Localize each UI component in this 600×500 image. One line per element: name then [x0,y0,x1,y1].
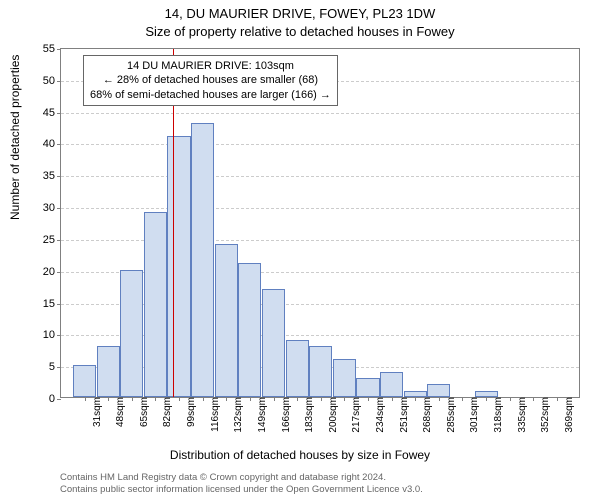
footer-attribution: Contains HM Land Registry data © Crown c… [60,472,580,496]
y-tick-mark [57,113,61,114]
histogram-bar [333,359,356,397]
x-tick-mark [203,397,204,401]
x-tick-label: 301sqm [465,397,480,433]
histogram-bar [97,346,120,397]
gridline [61,208,579,209]
x-tick-label: 369sqm [560,397,575,433]
x-tick-mark [510,397,511,401]
chart-container: 14, DU MAURIER DRIVE, FOWEY, PL23 1DW Si… [0,0,600,500]
x-tick-label: 335sqm [513,397,528,433]
x-tick-label: 48sqm [111,397,126,427]
y-tick-mark [57,144,61,145]
x-tick-label: 234sqm [371,397,386,433]
histogram-bar [167,136,190,397]
annotation-line1: 14 DU MAURIER DRIVE: 103sqm [90,59,331,73]
annotation-line3: 68% of semi-detached houses are larger (… [90,88,331,102]
x-tick-mark [392,397,393,401]
x-tick-mark [368,397,369,401]
histogram-bar [475,391,498,397]
x-tick-mark [85,397,86,401]
x-tick-label: 149sqm [253,397,268,433]
x-tick-mark [274,397,275,401]
histogram-bar [215,244,238,397]
x-tick-label: 183sqm [300,397,315,433]
y-tick-mark [57,272,61,273]
plot-area: 14 DU MAURIER DRIVE: 103sqm ← 28% of det… [60,48,580,398]
x-axis-label: Distribution of detached houses by size … [0,448,600,462]
x-tick-mark [250,397,251,401]
x-tick-label: 65sqm [135,397,150,427]
x-tick-mark [533,397,534,401]
x-tick-label: 285sqm [442,397,457,433]
y-tick-mark [57,49,61,50]
histogram-bar [191,123,214,397]
chart-title-sub: Size of property relative to detached ho… [0,24,600,39]
x-tick-mark [462,397,463,401]
x-tick-label: 116sqm [206,397,221,432]
histogram-bar [144,212,167,397]
x-tick-mark [321,397,322,401]
x-tick-mark [415,397,416,401]
x-tick-label: 31sqm [88,397,103,427]
histogram-bar [356,378,379,397]
x-tick-label: 132sqm [229,397,244,433]
gridline [61,176,579,177]
histogram-bar [262,289,285,397]
footer-line1: Contains HM Land Registry data © Crown c… [60,472,580,484]
histogram-bar [238,263,261,397]
x-tick-label: 217sqm [347,397,362,433]
histogram-bar [73,365,96,397]
gridline [61,240,579,241]
histogram-bar [404,391,427,397]
x-tick-label: 82sqm [158,397,173,427]
footer-line2: Contains public sector information licen… [60,484,580,496]
histogram-bar [286,340,309,397]
x-tick-label: 99sqm [182,397,197,427]
chart-title-main: 14, DU MAURIER DRIVE, FOWEY, PL23 1DW [0,6,600,21]
x-tick-label: 166sqm [277,397,292,433]
y-tick-mark [57,399,61,400]
annotation-line2: ← 28% of detached houses are smaller (68… [90,73,331,87]
gridline [61,113,579,114]
x-tick-mark [155,397,156,401]
y-tick-mark [57,208,61,209]
x-tick-mark [226,397,227,401]
y-tick-mark [57,335,61,336]
x-tick-mark [179,397,180,401]
y-axis-label: Number of detached properties [8,55,22,220]
y-tick-mark [57,81,61,82]
y-tick-mark [57,367,61,368]
x-tick-mark [132,397,133,401]
y-tick-mark [57,240,61,241]
x-tick-mark [297,397,298,401]
x-tick-mark [439,397,440,401]
x-tick-label: 268sqm [418,397,433,433]
y-tick-mark [57,176,61,177]
histogram-bar [427,384,450,397]
histogram-bar [120,270,143,397]
x-tick-mark [486,397,487,401]
x-tick-mark [344,397,345,401]
x-tick-label: 352sqm [536,397,551,433]
x-tick-mark [108,397,109,401]
gridline [61,144,579,145]
x-tick-label: 251sqm [395,397,410,433]
x-tick-mark [557,397,558,401]
x-tick-label: 200sqm [324,397,339,433]
histogram-bar [380,372,403,397]
x-tick-label: 318sqm [489,397,504,433]
y-tick-mark [57,304,61,305]
histogram-bar [309,346,332,397]
annotation-box: 14 DU MAURIER DRIVE: 103sqm ← 28% of det… [83,55,338,106]
